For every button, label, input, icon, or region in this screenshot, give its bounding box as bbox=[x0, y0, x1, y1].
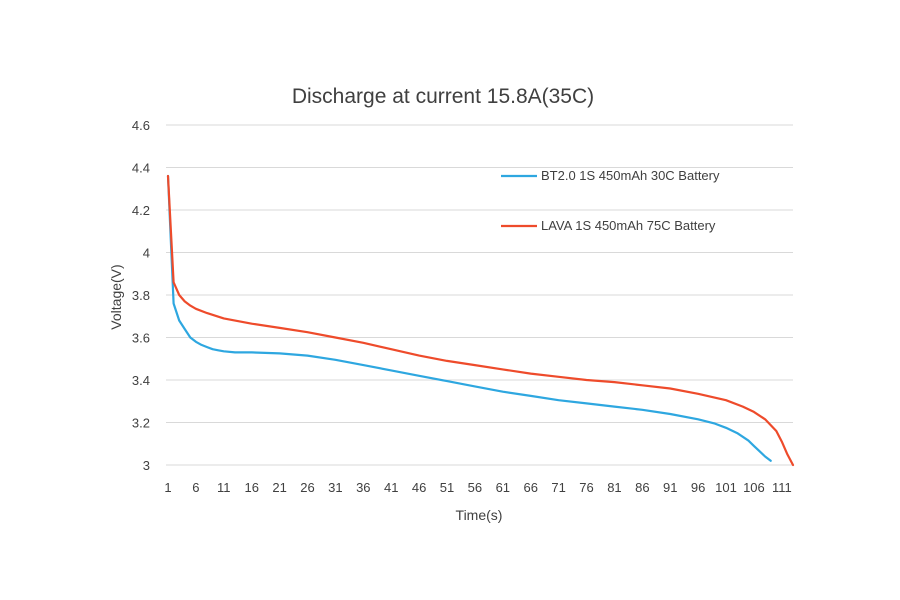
y-tick-label: 4.2 bbox=[132, 203, 150, 218]
x-tick-label: 71 bbox=[551, 480, 565, 495]
x-axis-label: Time(s) bbox=[456, 507, 503, 523]
x-tick-label: 51 bbox=[440, 480, 454, 495]
x-tick-label: 46 bbox=[412, 480, 426, 495]
x-tick-label: 86 bbox=[635, 480, 649, 495]
series-lines bbox=[166, 174, 795, 467]
x-tick-label: 76 bbox=[579, 480, 593, 495]
x-tick-label: 66 bbox=[523, 480, 537, 495]
y-tick-label: 3.4 bbox=[132, 373, 150, 388]
y-tick-label: 3.6 bbox=[132, 331, 150, 346]
y-tick-label: 3.8 bbox=[132, 288, 150, 303]
x-tick-label: 111 bbox=[772, 480, 792, 495]
x-tick-label: 41 bbox=[384, 480, 398, 495]
x-tick-label: 36 bbox=[356, 480, 370, 495]
series-line-1 bbox=[166, 174, 795, 467]
x-tick-label: 16 bbox=[244, 480, 258, 495]
y-axis-ticks: 3 3.2 3.4 3.6 3.8 4 4.2 4.4 4.6 bbox=[132, 118, 150, 473]
x-axis-ticks: 1 6 11 16 21 26 31 36 41 46 51 56 61 66 71 76 81 86 91 96 10… bbox=[164, 480, 791, 495]
x-tick-label: 81 bbox=[607, 480, 621, 495]
x-tick-label: 56 bbox=[468, 480, 482, 495]
legend: BT2.0 1S 450mAh 30C Battery LAVA 1S 450m… bbox=[501, 168, 720, 233]
y-tick-label: 3.2 bbox=[132, 416, 150, 431]
gridlines bbox=[166, 124, 793, 466]
x-tick-label: 91 bbox=[663, 480, 677, 495]
legend-label-bt20: BT2.0 1S 450mAh 30C Battery bbox=[541, 168, 720, 183]
x-tick-label: 26 bbox=[300, 480, 314, 495]
x-tick-label: 96 bbox=[691, 480, 705, 495]
legend-label-lava: LAVA 1S 450mAh 75C Battery bbox=[541, 218, 716, 233]
x-tick-label: 6 bbox=[192, 480, 199, 495]
y-tick-label: 4 bbox=[143, 246, 150, 261]
y-axis-label: Voltage(V) bbox=[108, 264, 124, 329]
chart-title: Discharge at current 15.8A(35C) bbox=[292, 85, 594, 108]
x-tick-label: 11 bbox=[217, 480, 231, 495]
x-tick-label: 106 bbox=[743, 480, 765, 495]
x-tick-label: 101 bbox=[715, 480, 737, 495]
x-tick-label: 61 bbox=[496, 480, 510, 495]
y-tick-label: 4.4 bbox=[132, 161, 150, 176]
x-tick-label: 31 bbox=[328, 480, 342, 495]
y-tick-label: 3 bbox=[143, 458, 150, 473]
x-tick-label: 1 bbox=[164, 480, 171, 495]
series-line-0 bbox=[166, 174, 772, 462]
x-tick-label: 21 bbox=[272, 480, 286, 495]
y-tick-label: 4.6 bbox=[132, 118, 150, 133]
